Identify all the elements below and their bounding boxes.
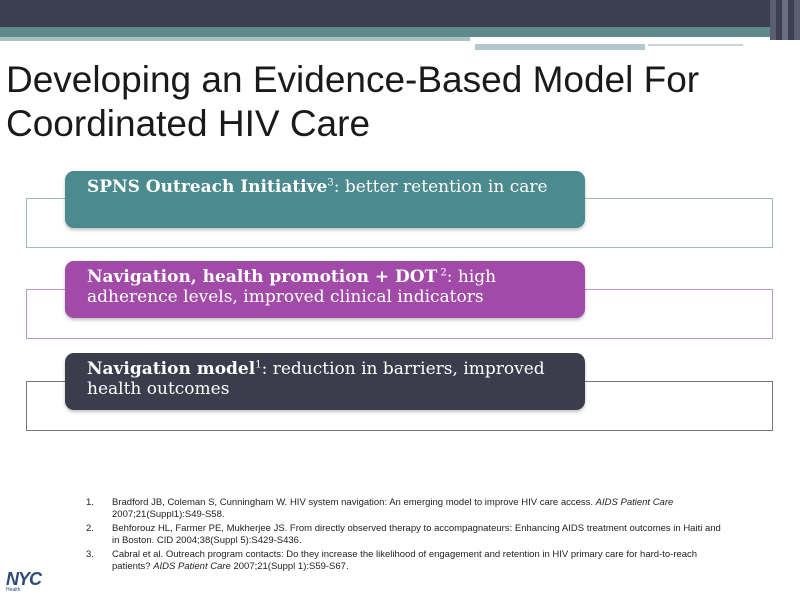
- reference-list: 1. Bradford JB, Coleman S, Cunningham W.…: [86, 497, 726, 575]
- evidence-box-navigation-dot: Navigation, health promotion + DOT 2: hi…: [65, 261, 585, 318]
- reference-number: 2.: [86, 523, 94, 534]
- decorative-stripe: [475, 44, 645, 50]
- reference-tail: 2007;21(Suppl1):S49-S58.: [112, 509, 225, 520]
- slide-title: Developing an Evidence-Based Model For C…: [6, 59, 700, 144]
- evidence-box-spns: SPNS Outreach Initiative3: better retent…: [65, 171, 585, 228]
- reference-item: 3. Cabral et al. Outreach program contac…: [86, 549, 726, 573]
- decorative-stripe: [0, 37, 470, 41]
- reference-number: 3.: [86, 549, 94, 560]
- reference-item: 2. Behforouz HL, Farmer PE, Mukherjee JS…: [86, 523, 726, 547]
- box-text: : high adherence levels, improved clinic…: [87, 267, 497, 307]
- reference-tail: 2007;21(Suppl 1):S59-S67.: [230, 561, 349, 572]
- box-citation: 2: [437, 267, 447, 279]
- reference-text: Behforouz HL, Farmer PE, Mukherjee JS. F…: [112, 523, 721, 546]
- box-text: : reduction in barriers, improved health…: [87, 359, 545, 399]
- box-citation: 3: [327, 177, 334, 189]
- box-heading: SPNS Outreach Initiative: [87, 177, 328, 197]
- logo-wordmark: NYC: [6, 569, 42, 589]
- top-banner-accent: [770, 0, 800, 40]
- reference-text: Bradford JB, Coleman S, Cunningham W. HI…: [112, 497, 596, 508]
- reference-text: Cabral et al. Outreach program contacts:…: [112, 549, 698, 572]
- box-citation: 1: [255, 359, 262, 371]
- nyc-health-logo: NYC Health: [6, 569, 62, 593]
- box-heading: Navigation model: [87, 359, 256, 379]
- decorative-stripe: [648, 44, 743, 46]
- reference-journal: AIDS Patient Care: [595, 497, 674, 508]
- reference-item: 1. Bradford JB, Coleman S, Cunningham W.…: [86, 497, 726, 521]
- box-text: : better retention in care: [333, 177, 548, 197]
- box-heading: Navigation, health promotion + DOT: [87, 267, 438, 287]
- reference-number: 1.: [86, 497, 94, 508]
- top-banner: [0, 0, 800, 27]
- evidence-box-navigation-model: Navigation model1: reduction in barriers…: [65, 353, 585, 410]
- decorative-stripe: [0, 27, 770, 37]
- logo-subtext: Health: [6, 587, 21, 593]
- reference-journal: AIDS Patient Care: [153, 561, 231, 572]
